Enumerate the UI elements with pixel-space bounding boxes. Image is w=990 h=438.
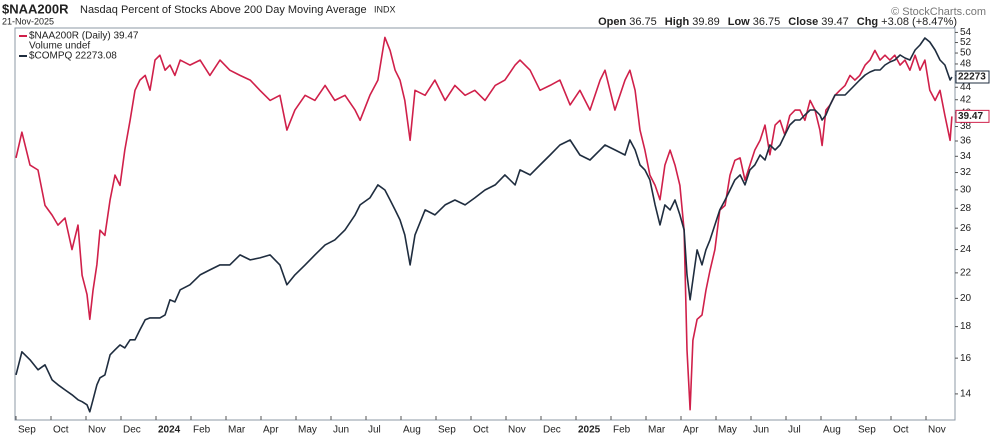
x-tick-label: Apr bbox=[683, 425, 699, 436]
quote-line: Open 36.75 High 39.89 Low 36.75 Close 39.47 Chg +… bbox=[598, 16, 957, 28]
chart-date: 21-Nov-2025 bbox=[2, 16, 54, 26]
x-tick-label: Nov bbox=[928, 425, 946, 436]
y-tick-label: 42 bbox=[960, 94, 972, 105]
end-tag-label: 39.47 bbox=[958, 111, 983, 122]
y-tick-label: 50 bbox=[960, 48, 972, 59]
x-tick-label: Mar bbox=[648, 425, 666, 436]
x-tick-label: 2025 bbox=[578, 425, 601, 436]
legend-note: Volume undef bbox=[29, 41, 90, 52]
quote-value: 39.89 bbox=[692, 16, 720, 28]
x-tick-label: Jun bbox=[753, 425, 769, 436]
x-tick-label: May bbox=[298, 425, 317, 436]
chart-title: $NAA200R bbox=[2, 1, 69, 16]
x-tick-label: Nov bbox=[508, 425, 526, 436]
y-tick-label: 30 bbox=[960, 184, 972, 195]
y-tick-label: 36 bbox=[960, 136, 972, 147]
chart-subtitle: Nasdaq Percent of Stocks Above 200 Day M… bbox=[80, 4, 367, 16]
y-tick-label: 34 bbox=[960, 151, 972, 162]
y-tick-label: 38 bbox=[960, 121, 972, 132]
y-tick-label: 14 bbox=[960, 389, 972, 400]
x-tick-label: Dec bbox=[123, 425, 141, 436]
x-tick-label: Dec bbox=[543, 425, 561, 436]
quote-value: 39.47 bbox=[821, 16, 849, 28]
quote-value: 36.75 bbox=[753, 16, 781, 28]
y-tick-label: 22 bbox=[960, 268, 972, 279]
watermark: © StockCharts.com bbox=[891, 6, 986, 18]
legend-label: $COMPQ 22273.08 bbox=[29, 51, 117, 62]
x-tick-label: Jul bbox=[368, 425, 381, 436]
y-tick-label: 28 bbox=[960, 203, 972, 214]
x-tick-label: Oct bbox=[53, 425, 69, 436]
y-tick-label: 44 bbox=[960, 82, 972, 93]
exchange: INDX bbox=[374, 4, 396, 14]
x-tick-label: Mar bbox=[228, 425, 246, 436]
x-tick-label: Sep bbox=[438, 425, 456, 436]
quote-label: Chg bbox=[857, 16, 878, 28]
quote-value: 36.75 bbox=[629, 16, 657, 28]
end-tag-label: 22273 bbox=[958, 72, 986, 83]
x-tick-label: Oct bbox=[893, 425, 909, 436]
y-tick-label: 20 bbox=[960, 293, 972, 304]
x-tick-label: Sep bbox=[18, 425, 36, 436]
quote-label: Open bbox=[598, 16, 626, 28]
x-tick-label: Feb bbox=[613, 425, 631, 436]
x-tick-label: 2024 bbox=[158, 425, 181, 436]
x-tick-label: Jul bbox=[788, 425, 801, 436]
y-tick-label: 32 bbox=[960, 167, 972, 178]
x-tick-label: Aug bbox=[403, 425, 421, 436]
y-tick-label: 54 bbox=[960, 27, 972, 38]
y-tick-label: 18 bbox=[960, 321, 972, 332]
y-tick-label: 52 bbox=[960, 37, 972, 48]
x-tick-label: Feb bbox=[193, 425, 211, 436]
x-tick-label: Sep bbox=[858, 425, 876, 436]
legend-label: $NAA200R (Daily) 39.47 bbox=[29, 31, 139, 42]
x-tick-label: Aug bbox=[823, 425, 841, 436]
end-tag bbox=[955, 70, 990, 84]
end-tag bbox=[955, 109, 990, 123]
plot-frame bbox=[14, 27, 956, 421]
quote-value: +3.08 (+8.47%) bbox=[881, 16, 957, 28]
x-tick-label: Oct bbox=[473, 425, 489, 436]
quote-label: Low bbox=[728, 16, 750, 28]
x-tick-label: Apr bbox=[263, 425, 279, 436]
y-tick-label: 48 bbox=[960, 59, 972, 70]
quote-label: High bbox=[665, 16, 690, 28]
series-line bbox=[15, 37, 953, 413]
y-tick-label: 16 bbox=[960, 353, 972, 364]
y-tick-label: 24 bbox=[960, 244, 972, 255]
quote-label: Close bbox=[788, 16, 818, 28]
x-tick-label: Jun bbox=[333, 425, 349, 436]
x-tick-label: Nov bbox=[88, 425, 106, 436]
y-tick-label: 26 bbox=[960, 223, 972, 234]
x-tick-label: May bbox=[718, 425, 737, 436]
